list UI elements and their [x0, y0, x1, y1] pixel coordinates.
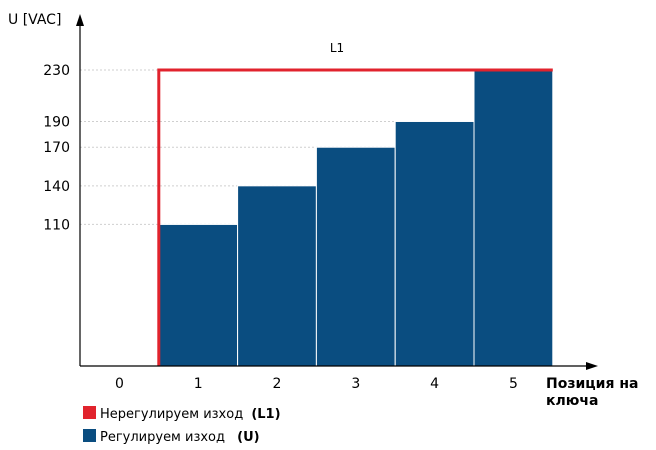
- legend-label-l1-bold: (L1): [251, 407, 280, 422]
- legend-swatch-l1: [83, 406, 96, 419]
- y-tick-170: 170: [43, 140, 70, 156]
- x-tick-1: 1: [194, 376, 203, 392]
- tick-labels: 110 140 170 190 230 0 1 2 3 4 5: [43, 63, 518, 392]
- bar-4: [394, 120, 475, 367]
- x-axis-label-line1: Позиция на: [546, 376, 638, 392]
- axes: [76, 14, 598, 370]
- legend: Нерегулируем изход (L1) Регулируем изход…: [83, 406, 281, 445]
- y-axis-arrow: [76, 14, 84, 26]
- x-tick-4: 4: [430, 376, 439, 392]
- legend-label-u-bold: (U): [237, 430, 259, 445]
- line-series: [157, 68, 553, 366]
- y-tick-190: 190: [43, 114, 70, 130]
- legend-swatch-u: [83, 429, 96, 442]
- x-tick-2: 2: [273, 376, 282, 392]
- x-axis-label-line2: ключа: [546, 393, 598, 409]
- legend-item-u: Регулируем изход (U): [83, 429, 260, 445]
- x-tick-5: 5: [509, 376, 518, 392]
- bar-2: [237, 185, 317, 367]
- legend-item-l1: Нерегулируем изход (L1): [83, 406, 281, 422]
- legend-label-l1: Нерегулируем изход: [100, 407, 243, 422]
- y-tick-230: 230: [43, 63, 70, 79]
- y-tick-110: 110: [43, 217, 70, 233]
- legend-label-u: Регулируем изход: [100, 430, 225, 445]
- series-label-l1: L1: [330, 41, 344, 55]
- x-tick-0: 0: [115, 376, 124, 392]
- bars: [158, 69, 554, 367]
- bar-1: [158, 223, 239, 367]
- y-axis-label: U [VAC]: [8, 12, 61, 28]
- x-axis-arrow: [586, 362, 598, 370]
- svg-text:Нерегулируем изход (L1: Нерегулируем изход (L1): [100, 407, 281, 422]
- y-tick-140: 140: [43, 179, 70, 195]
- line-l1: [157, 68, 553, 366]
- bar-3: [315, 146, 396, 367]
- bar-5: [473, 69, 554, 367]
- svg-text:Регулируем изход (U): Регулируем изход (U): [100, 430, 260, 445]
- x-tick-3: 3: [351, 376, 360, 392]
